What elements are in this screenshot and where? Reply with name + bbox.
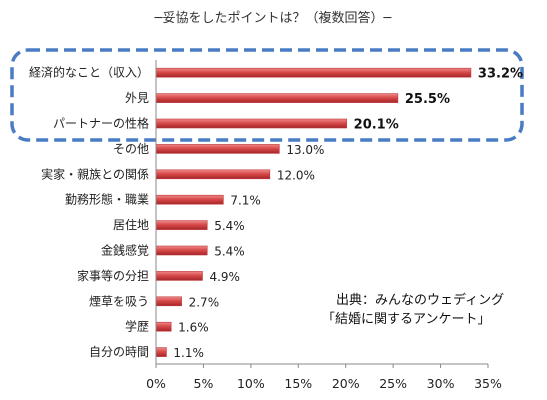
x-tick-label: 0%	[146, 376, 166, 391]
category-label: その他	[113, 142, 149, 156]
value-label: 25.5%	[405, 92, 450, 107]
x-tick-label: 20%	[332, 376, 360, 391]
value-label: 7.1%	[230, 194, 261, 208]
bar	[155, 118, 347, 129]
bar	[155, 347, 167, 357]
bar	[155, 93, 399, 103]
bar	[155, 194, 224, 205]
category-label: 煙草を吸う	[89, 294, 149, 308]
x-tick-label: 10%	[237, 376, 265, 391]
bar	[155, 296, 182, 307]
value-label: 12.0%	[277, 168, 315, 182]
category-label: パートナーの性格	[53, 116, 149, 131]
value-label: 13.0%	[286, 143, 324, 157]
source-note-line-2: 「結婚に関するアンケート」	[322, 312, 490, 327]
bar	[155, 144, 280, 154]
category-label: 勤務形態・職業	[65, 192, 149, 207]
category-label: 居住地	[113, 218, 149, 232]
bar	[155, 245, 208, 256]
chart-title: ─妥協をしたポイントは？（複数回答）─	[154, 10, 392, 26]
value-label: 20.1%	[354, 118, 399, 133]
bar	[155, 271, 203, 281]
x-tick-label: 5%	[194, 376, 214, 391]
x-tick-label: 15%	[284, 376, 312, 391]
highlight-box	[10, 48, 524, 142]
x-tick-label: 25%	[379, 376, 407, 391]
value-label: 1.1%	[173, 346, 204, 360]
category-label: 経済的なこと（収入）	[29, 65, 149, 80]
x-ticks-layer: 0% 5% 10% 15% 20% 25% 30% 35%	[146, 364, 502, 391]
category-label: 自分の時間	[89, 345, 149, 359]
value-label: 33.2%	[478, 67, 523, 82]
source-note-line-1: 出典：みんなのウェディング	[336, 292, 504, 308]
category-label: 外見	[125, 91, 149, 105]
category-label: 実家・親族との関係	[41, 166, 149, 181]
value-label: 5.4%	[214, 219, 245, 233]
bars-layer: 経済的なこと（収入） 33.2% 外見 25.5% パートナーの性格 20.1% その他 13…	[29, 65, 523, 360]
value-label: 1.6%	[178, 321, 209, 335]
category-label: 学歴	[125, 319, 149, 334]
x-tick-label: 35%	[474, 376, 502, 391]
value-label: 5.4%	[214, 245, 245, 259]
x-tick-label: 30%	[427, 376, 455, 391]
value-label: 4.9%	[209, 270, 240, 284]
category-label: 家事等の分担	[77, 268, 149, 283]
bar	[155, 321, 172, 332]
bar	[155, 67, 472, 78]
value-label: 2.7%	[189, 295, 220, 309]
bar	[155, 220, 208, 230]
bar	[155, 169, 271, 180]
category-label: 金銭感覚	[101, 243, 149, 258]
